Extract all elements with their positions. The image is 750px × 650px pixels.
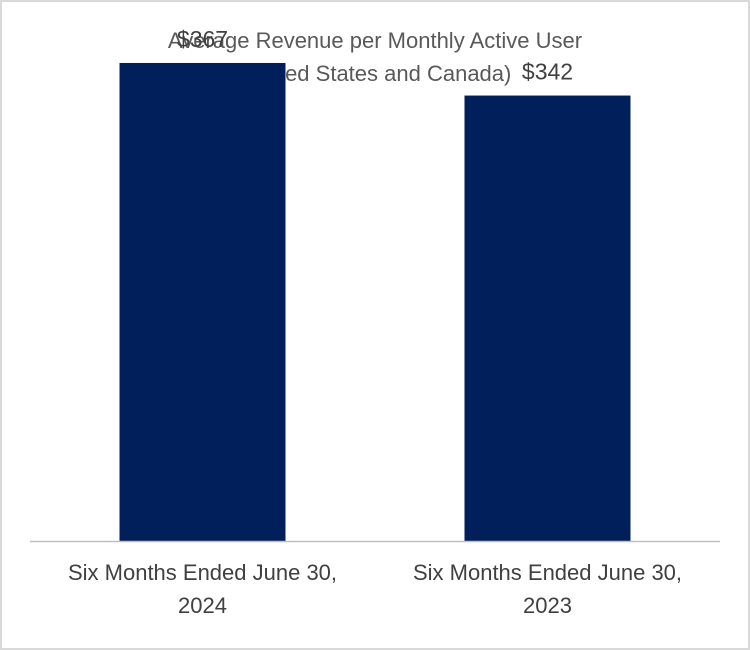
x-tick-label-0-line-1: 2024	[178, 593, 227, 618]
x-tick-labels-group: Six Months Ended June 30, 2024 Six Months …	[68, 560, 682, 618]
x-tick-label-1-line-0: Six Months Ended June 30,	[413, 560, 682, 585]
bar-1	[464, 95, 631, 542]
bar-0	[119, 62, 286, 542]
chart-title-line-1: Average Revenue per Monthly Active User	[168, 28, 582, 53]
x-tick-label-1-line-1: 2023	[523, 593, 572, 618]
data-label-1: $342	[522, 59, 573, 85]
x-tick-label-0-line-0: Six Months Ended June 30,	[68, 560, 337, 585]
data-labels-group: $367 $342	[177, 26, 573, 85]
data-label-0: $367	[177, 26, 228, 52]
bars-group	[119, 62, 631, 542]
